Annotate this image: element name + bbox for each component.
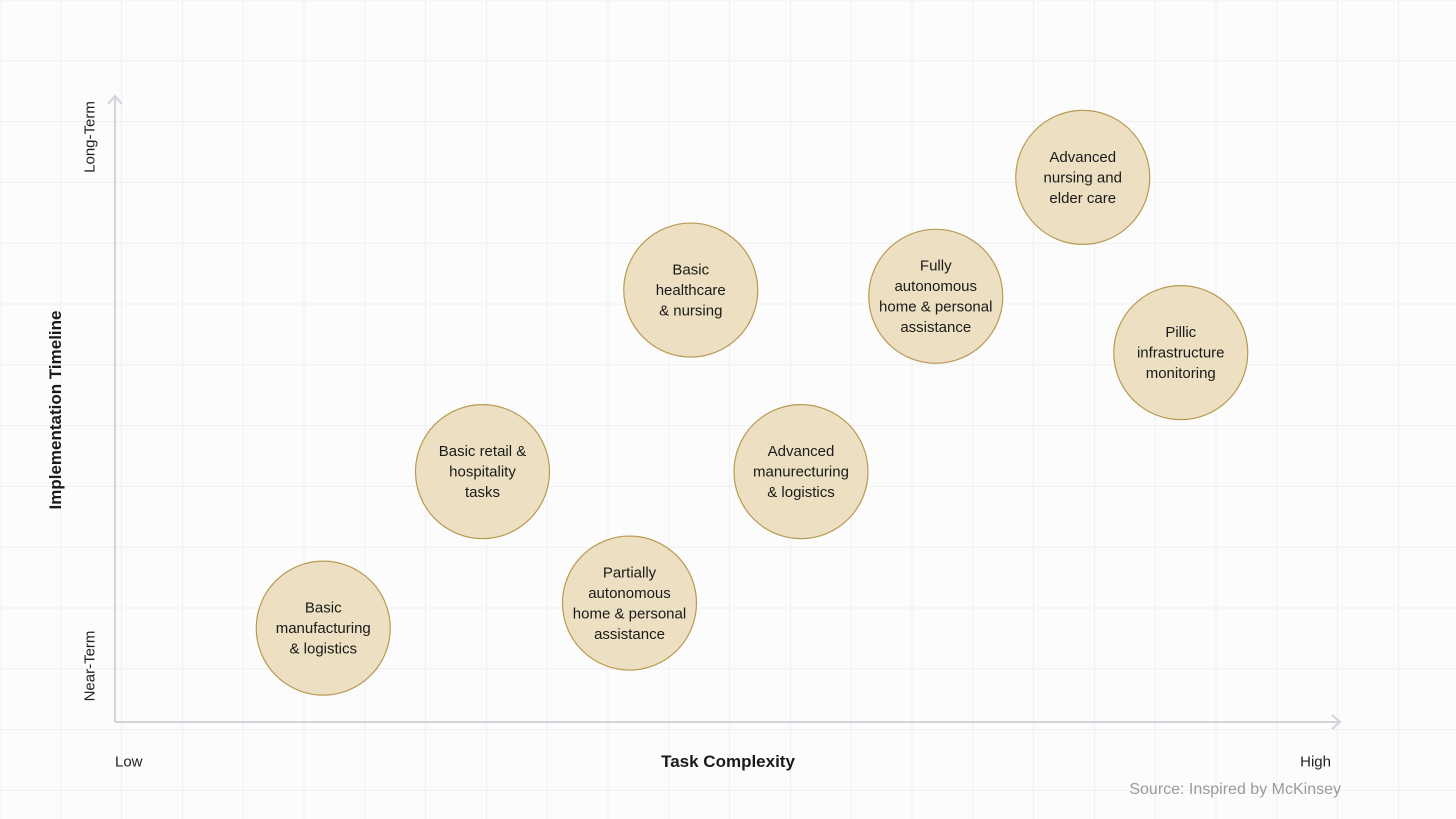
bubble-circle: [1015, 109, 1151, 245]
bubble-label-line: Pillic: [1165, 324, 1196, 341]
bubble-label-line: infrastructure: [1137, 345, 1225, 362]
bubble-label-line: home & personal: [573, 605, 686, 622]
bubble-label-line: Advanced: [768, 443, 835, 460]
bubble-label-line: Basic: [672, 262, 709, 279]
bubble-label: Fully autonomous home & personal assistance: [879, 258, 992, 337]
bubble-point: Advanced manurecturing & logistics: [733, 404, 869, 540]
bubble-point: Basic manufacturing & logistics: [255, 560, 391, 696]
bubble-label-line: Fully: [920, 258, 952, 275]
bubble-label-line: tasks: [465, 484, 500, 501]
bubble-label: Advanced nursing and elder care: [1044, 149, 1122, 207]
bubble-point: Fully autonomous home & personal assistance: [868, 228, 1004, 364]
bubble-label: Basic retail & hospitality tasks: [439, 443, 527, 501]
bubble-circle: [868, 228, 1004, 364]
x-axis-title: Task Complexity: [661, 752, 795, 771]
bubble-point: Basic healthcare & nursing: [623, 222, 759, 358]
bubble-point: Partially autonomous home & personal assist…: [561, 535, 698, 671]
bubble-label-line: Partially: [603, 564, 657, 581]
bubble-point: Pillic infrastructure monitoring: [1113, 285, 1249, 421]
bubble-label-line: home & personal: [879, 299, 992, 316]
y-axis-title: Implementation Timeline: [46, 310, 65, 510]
bubble-label-line: manurecturing: [753, 464, 849, 481]
bubble-label-line: elder care: [1049, 190, 1116, 207]
bubble-label-line: assistance: [594, 626, 665, 643]
bubble-label-line: autonomous: [894, 278, 977, 295]
bubble-point: Advanced nursing and elder care: [1015, 109, 1151, 245]
bubble-label-line: & logistics: [767, 484, 835, 501]
bubble-label-line: autonomous: [588, 585, 671, 602]
y-axis-arrow: [107, 94, 123, 105]
bubble-label-line: monitoring: [1146, 365, 1216, 382]
x-axis-arrow: [1331, 714, 1342, 730]
bubble-label-line: manufacturing: [276, 620, 371, 637]
bubble-label-line: Basic: [305, 600, 342, 617]
bubble-label: Partially autonomous home & personal assist…: [573, 564, 686, 643]
bubble-label-line: Basic retail &: [439, 443, 527, 460]
source-note: Source: Inspired by McKinsey: [1129, 781, 1341, 798]
x-tick-high: High: [1300, 753, 1331, 771]
bubble-label-line: nursing and: [1044, 169, 1122, 186]
bubble-label: Basic manufacturing & logistics: [276, 600, 371, 658]
y-tick-near-term: Near-Term: [81, 630, 99, 702]
bubble-point: Basic retail & hospitality tasks: [414, 404, 551, 540]
bubble-label-line: Advanced: [1049, 149, 1116, 166]
bubble-label-line: hospitality: [449, 464, 516, 481]
bubbles-group: Basic manufacturing & logistics Basic retai…: [255, 109, 1249, 696]
x-tick-low: Low: [115, 753, 143, 771]
bubble-circle: [1113, 285, 1249, 421]
bubble-circle: [623, 222, 759, 358]
y-tick-long-term: Long-Term: [81, 101, 99, 173]
bubble-label-line: assistance: [900, 319, 971, 336]
bubble-circle: [414, 404, 551, 540]
bubble-label: Basic healthcare & nursing: [656, 262, 726, 320]
bubble-label: Pillic infrastructure monitoring: [1137, 324, 1225, 382]
bubble-circle: [733, 404, 869, 540]
bubble-circle: [561, 535, 698, 671]
bubble-label-line: & nursing: [659, 303, 722, 320]
bubble-label-line: healthcare: [656, 282, 726, 299]
bubble-circle: [255, 560, 391, 696]
bubble-label-line: & logistics: [289, 641, 357, 658]
bubble-label: Advanced manurecturing & logistics: [753, 443, 849, 501]
